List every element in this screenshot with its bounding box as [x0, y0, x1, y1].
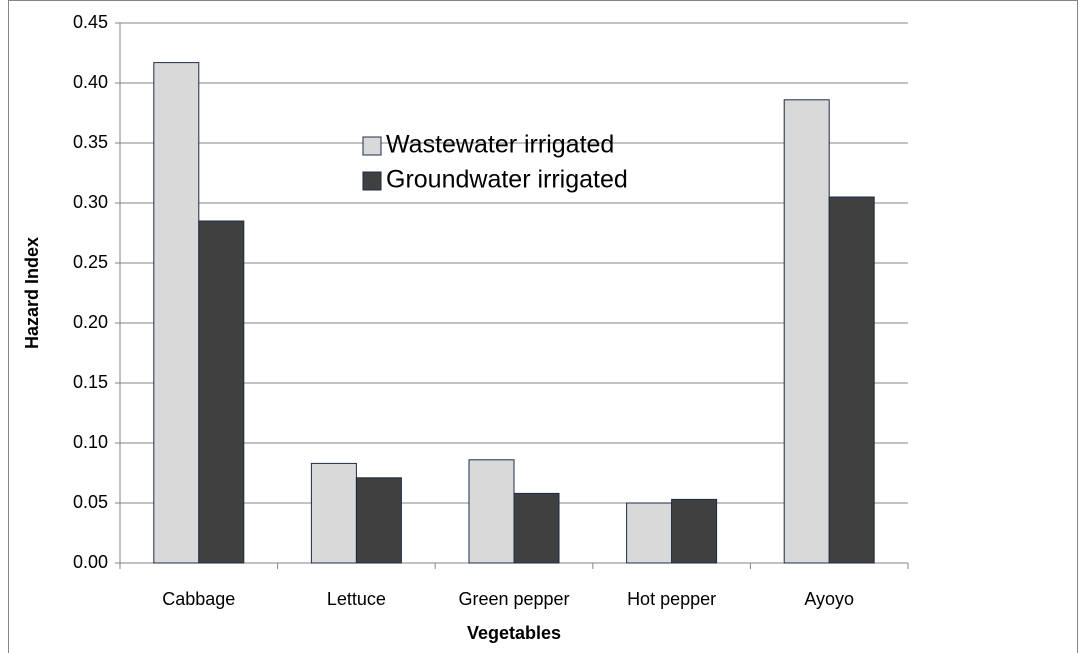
bar	[783, 99, 830, 564]
bar	[198, 220, 245, 564]
y-tick-label: 0.45	[73, 12, 108, 32]
x-tick-label: Ayoyo	[804, 589, 854, 609]
x-tick-label: Cabbage	[162, 589, 235, 609]
x-tick-label: Lettuce	[327, 589, 386, 609]
bar	[626, 502, 673, 564]
y-tick-label: 0.35	[73, 132, 108, 152]
y-tick-label: 0.30	[73, 192, 108, 212]
y-tick-label: 0.25	[73, 252, 108, 272]
y-tick-label: 0.00	[73, 552, 108, 572]
legend-label: Groundwater irrigated	[386, 166, 628, 194]
legend-label: Wastewater irrigated	[386, 131, 614, 159]
legend-swatch	[362, 136, 382, 156]
bar	[828, 196, 875, 564]
x-tick-label: Hot pepper	[627, 589, 716, 609]
x-axis-label: Vegetables	[467, 623, 561, 643]
bar	[513, 492, 560, 564]
y-tick-label: 0.20	[73, 312, 108, 332]
legend-swatch	[362, 171, 382, 191]
bar	[468, 459, 515, 564]
y-tick-label: 0.40	[73, 72, 108, 92]
y-tick-label: 0.05	[73, 492, 108, 512]
bar	[355, 477, 402, 564]
y-tick-label: 0.15	[73, 372, 108, 392]
y-axis-label: Hazard Index	[22, 237, 42, 349]
y-tick-label: 0.10	[73, 432, 108, 452]
bar	[310, 462, 357, 564]
x-tick-label: Green pepper	[458, 589, 569, 609]
bar	[671, 498, 718, 564]
bar	[153, 62, 200, 564]
